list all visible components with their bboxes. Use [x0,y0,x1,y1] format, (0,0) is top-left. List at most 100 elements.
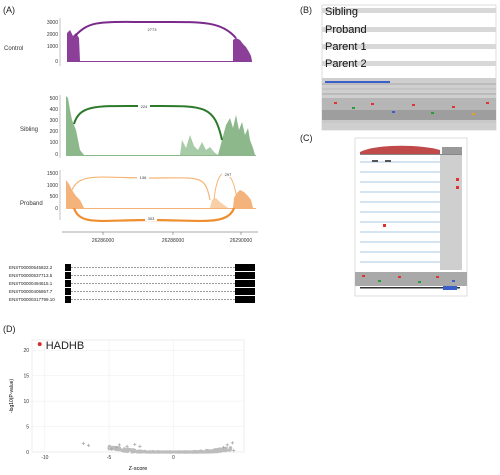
y-tick-label: 0 [26,450,29,456]
x-tick: 26286000 [92,238,114,244]
scatter-point [228,446,232,450]
coverage [66,96,84,155]
transcript-row: ENST00000545822.2 [9,264,255,271]
scatter-point [230,441,235,445]
scatter-point [132,448,137,452]
x-tick: 26288000 [162,238,184,244]
scatter-point [148,450,152,454]
x-tick-label: -10 [41,455,48,461]
scatter-point [138,444,142,448]
y-tick: 0 [55,59,58,65]
track-label: Control [4,46,23,52]
scatter-point [232,448,236,453]
transcript-id: ENST00000545822.2 [9,265,53,270]
scatter-point [118,448,123,452]
scatter-point [156,450,160,454]
scatter-point [210,449,214,454]
track-control: 3000 2000 1000 0 Control 2773 [4,18,252,66]
transcript-row: ENST00000405867.7 [9,288,255,295]
junction-count: 2773 [148,27,158,32]
coverage [180,135,218,155]
scatter-point [122,447,127,451]
scatter-point [200,450,204,454]
scatter-point [182,450,186,454]
scatter-point [86,443,91,447]
igv-track-label-proband: Proband [325,24,367,36]
scatter-point [188,450,192,454]
scatter-point [110,447,114,451]
scatter-point [221,445,226,450]
scatter-point [126,447,130,451]
scatter-point [204,450,208,454]
transcript-row: ENST00000317799.10 [9,296,255,303]
x-tick-label: 0 [172,455,175,461]
igv-panel-b [321,4,497,131]
panel-c-label: (C) [300,133,313,143]
x-axis-label: Z-score [129,466,148,472]
junction-arc [213,172,237,201]
transcript-id: ENST00000494615.1 [9,281,53,286]
y-tick: 0 [55,206,58,212]
x-tick-label: -5 [107,455,112,461]
scatter-point [219,448,223,452]
y-tick: 500 [50,194,59,200]
scatter-point [177,450,181,454]
scatter-point [107,446,111,451]
scatter-point [160,450,165,454]
y-tick: 300 [50,118,59,124]
transcript-row: ENST00000537713.5 [9,272,255,279]
y-tick: 200 [50,129,59,135]
scatter-point [207,449,211,454]
junction-count: 297 [225,172,232,177]
scatter-point [115,445,119,450]
y-tick: 3000 [47,20,58,26]
transcript-id: ENST00000317799.10 [9,297,55,302]
scatter-point [165,450,169,454]
scatter-point [138,450,142,454]
scatter-point [170,450,174,454]
track-sibling: 500 400 300 200 100 0 Sibling 224 [20,95,256,158]
panel-d-label: (D) [3,324,16,334]
y-tick-label: 20 [23,348,29,354]
scatter-point [225,443,229,447]
scatter-point [168,450,172,454]
scatter-point [222,448,226,452]
volcano-plot: HADHB -10 -5 0 20 15 10 5 0 Z-score -log10(P-va… [9,339,245,472]
scatter-point [128,448,133,452]
transcript-id: ENST00000537713.5 [9,273,53,278]
transcript-row: ENST00000494615.1 [9,280,255,287]
transcript-models: ENST00000545822.2 ENST00000537713.5 ENST… [9,264,255,303]
y-tick: 1500 [47,171,58,177]
coverage [218,115,255,155]
junction-count: 224 [141,104,148,109]
track-label: Proband [20,201,43,207]
highlight-label: HADHB [46,340,85,352]
junction-count: 303 [148,216,155,221]
junction-count: 136 [140,175,147,180]
igv-track-label-parent2: Parent 2 [325,58,367,70]
panel-b-label: (B) [300,5,312,15]
y-tick: 0 [55,152,58,158]
track-label: Sibling [20,127,38,133]
scatter-point [112,446,116,450]
coverage [233,38,252,61]
scatter-point [133,442,137,446]
y-tick: 1000 [47,183,58,189]
scatter-point [150,450,154,454]
igv-track-label-parent1: Parent 1 [325,41,367,53]
track-proband: 1500 1000 500 0 Proband 136 297 303 [20,170,256,223]
highlight-point [37,342,42,347]
scatter-point [214,449,218,453]
x-tick: 26290000 [230,238,252,244]
y-tick-label: 5 [26,424,29,430]
y-tick: 1000 [47,44,58,50]
junction-arc [73,104,223,141]
coverage [66,180,84,208]
coverage [233,190,253,208]
transcript-id: ENST00000405867.7 [9,289,53,294]
coverage-peak [360,145,440,154]
igv-track-label-sibling: Sibling [325,6,359,18]
y-tick-label: 10 [23,399,29,405]
y-tick: 2000 [47,32,58,38]
